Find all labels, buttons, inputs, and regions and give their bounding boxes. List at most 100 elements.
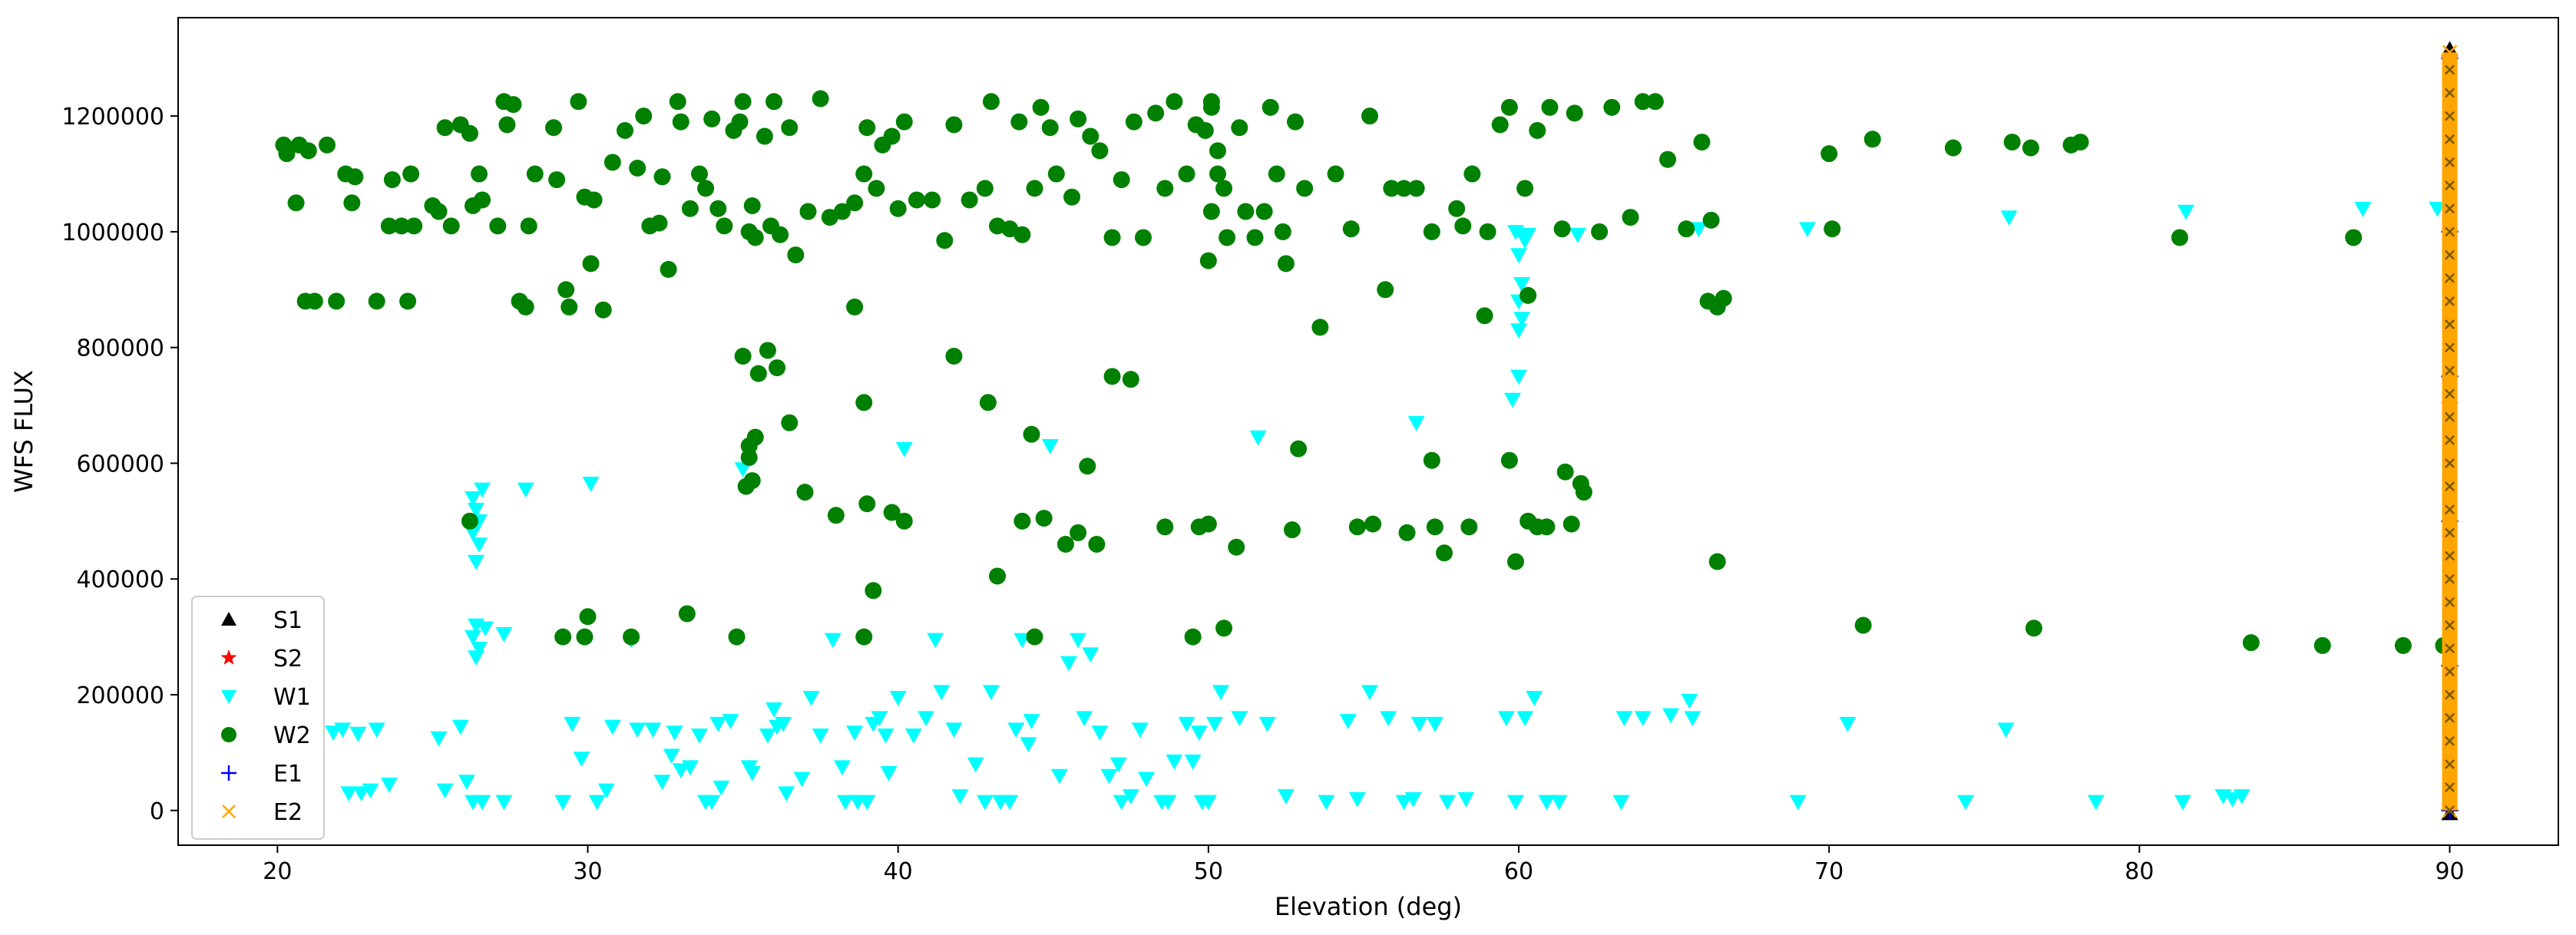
- legend-label: S1: [273, 607, 303, 634]
- point-w1: [573, 752, 590, 767]
- point-w2: [2072, 134, 2089, 151]
- point-w2: [561, 298, 578, 316]
- point-w2: [1479, 223, 1496, 240]
- point-w1: [1361, 685, 1379, 701]
- point-w2: [582, 255, 600, 273]
- point-e2: [2445, 388, 2455, 399]
- point-w2: [731, 113, 749, 131]
- point-w2: [1327, 165, 1344, 183]
- point-w2: [734, 348, 752, 365]
- point-w2: [883, 504, 901, 521]
- legend-marker-e1: [221, 765, 236, 781]
- point-e2: [2445, 134, 2455, 144]
- y-tick-label: 200000: [76, 682, 164, 709]
- point-w1: [468, 554, 485, 570]
- point-w2: [1122, 371, 1139, 388]
- point-w2: [1125, 113, 1143, 131]
- y-tick-label: 600000: [76, 451, 164, 477]
- point-w2: [1423, 451, 1440, 469]
- point-e2: [2445, 458, 2455, 468]
- axes: 20 30 40 50 60 70 80 90 0 200000 400000 600000 80000…: [61, 17, 2559, 885]
- point-w1: [1839, 716, 1857, 732]
- point-w2: [1500, 98, 1518, 116]
- point-e2: [2445, 157, 2455, 167]
- point-w2: [989, 567, 1007, 585]
- point-w1: [1457, 791, 1475, 808]
- point-w1: [2087, 795, 2105, 811]
- point-w2: [1491, 116, 1509, 134]
- point-w2: [461, 124, 478, 142]
- series-w2: [275, 90, 2452, 654]
- point-w1: [477, 621, 494, 637]
- point-w1: [1001, 795, 1019, 811]
- point-w1: [967, 757, 984, 773]
- point-w1: [734, 462, 752, 477]
- point-w1: [1109, 757, 1127, 773]
- point-w1: [672, 763, 689, 778]
- point-w2: [1283, 521, 1301, 539]
- point-w2: [1147, 104, 1165, 122]
- point-w2: [895, 512, 913, 530]
- point-w1: [1113, 795, 1130, 811]
- point-w1: [564, 716, 581, 732]
- x-axis-label: Elevation (deg): [1275, 892, 1462, 921]
- point-w2: [1199, 515, 1217, 533]
- point-w2: [1395, 180, 1413, 197]
- point-w2: [1184, 628, 1202, 646]
- point-w2: [858, 495, 876, 513]
- point-w1: [2177, 204, 2194, 220]
- point-w2: [402, 165, 420, 183]
- point-w2: [1407, 180, 1425, 197]
- point-w1: [582, 477, 600, 492]
- point-w1: [1249, 430, 1267, 446]
- legend-item-w2: W2: [221, 722, 311, 749]
- point-w1: [1050, 768, 1068, 785]
- point-e2: [2445, 550, 2455, 561]
- point-w1: [1007, 722, 1025, 738]
- point-w2: [812, 90, 829, 107]
- point-w2: [936, 232, 954, 249]
- point-w1: [1060, 656, 1077, 672]
- point-w2: [734, 93, 752, 111]
- legend: S1 S2 W1 W2 E1 E2: [191, 596, 325, 840]
- point-w2: [1562, 515, 1580, 533]
- point-w1: [1550, 795, 1568, 811]
- point-w1: [1615, 711, 1633, 727]
- point-w2: [1854, 616, 1872, 634]
- point-w2: [570, 93, 587, 111]
- point-w1: [352, 786, 370, 802]
- point-w2: [924, 191, 941, 209]
- point-w1: [1166, 754, 1183, 770]
- point-w1: [846, 725, 864, 741]
- point-w2: [576, 628, 594, 646]
- point-w1: [474, 482, 491, 498]
- point-w2: [833, 203, 851, 220]
- point-w2: [982, 93, 1000, 111]
- point-w1: [653, 775, 671, 791]
- point-w1: [1404, 791, 1422, 808]
- point-w1: [681, 760, 699, 776]
- point-w1: [2000, 210, 2018, 226]
- point-w2: [1287, 113, 1305, 131]
- point-w2: [383, 171, 401, 189]
- point-w1: [775, 716, 792, 732]
- x-tick-label: 90: [2435, 858, 2464, 885]
- point-w2: [1622, 209, 1639, 226]
- point-w1: [1538, 795, 1556, 811]
- point-w1: [945, 722, 963, 738]
- point-w1: [474, 795, 491, 811]
- point-w2: [471, 165, 488, 183]
- point-w2: [1448, 200, 1466, 217]
- point-w2: [436, 119, 454, 137]
- point-w2: [1070, 524, 1087, 541]
- point-w2: [1209, 165, 1226, 183]
- point-w1: [1684, 711, 1701, 727]
- point-w1: [871, 711, 888, 727]
- point-w1: [713, 780, 730, 796]
- point-w2: [743, 197, 761, 214]
- point-w1: [1380, 711, 1397, 727]
- point-w2: [1014, 512, 1031, 530]
- point-w2: [976, 180, 994, 197]
- point-w1: [722, 714, 739, 729]
- point-w2: [635, 107, 653, 125]
